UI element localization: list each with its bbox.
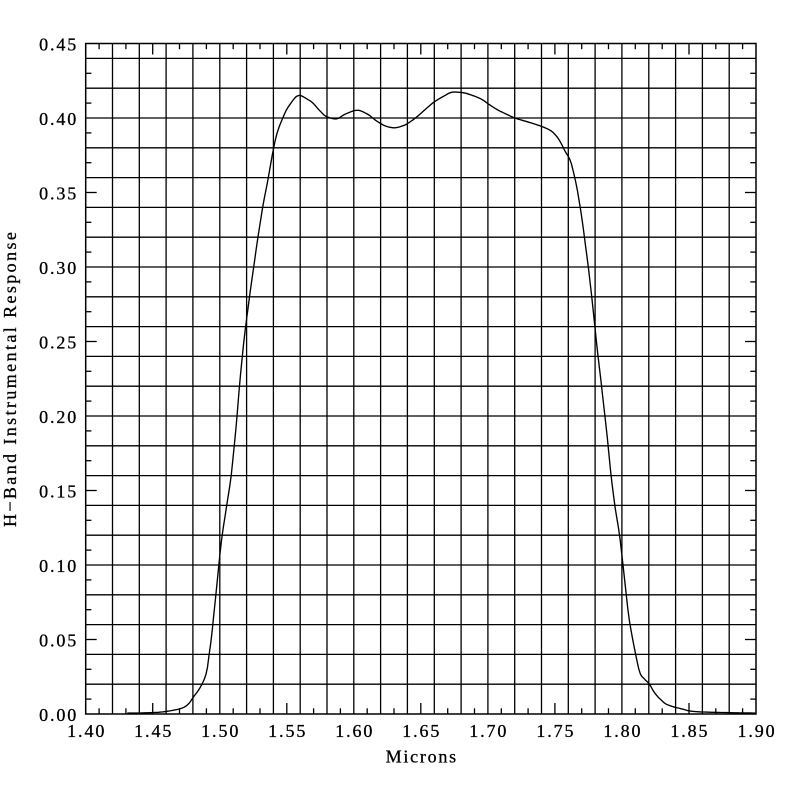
svg-text:H−Band Instrumental Response: H−Band Instrumental Response: [0, 230, 20, 527]
svg-text:1.50: 1.50: [201, 721, 240, 741]
svg-text:0.10: 0.10: [39, 556, 78, 576]
svg-text:1.65: 1.65: [402, 721, 441, 741]
svg-text:0.30: 0.30: [39, 258, 78, 278]
svg-text:0.45: 0.45: [39, 35, 78, 55]
svg-text:1.75: 1.75: [536, 721, 575, 741]
svg-text:1.80: 1.80: [603, 721, 642, 741]
svg-text:1.55: 1.55: [268, 721, 307, 741]
svg-text:0.20: 0.20: [39, 407, 78, 427]
svg-text:1.45: 1.45: [134, 721, 173, 741]
svg-text:0.05: 0.05: [39, 631, 78, 651]
svg-text:1.60: 1.60: [335, 721, 374, 741]
svg-text:0.35: 0.35: [39, 184, 78, 204]
svg-text:Microns: Microns: [386, 747, 458, 767]
svg-text:1.70: 1.70: [469, 721, 508, 741]
svg-text:0.00: 0.00: [39, 705, 78, 725]
svg-text:1.40: 1.40: [67, 721, 106, 741]
svg-text:0.15: 0.15: [39, 482, 78, 502]
svg-text:1.90: 1.90: [737, 721, 776, 741]
svg-text:0.25: 0.25: [39, 333, 78, 353]
svg-text:1.85: 1.85: [670, 721, 709, 741]
svg-text:0.40: 0.40: [39, 109, 78, 129]
